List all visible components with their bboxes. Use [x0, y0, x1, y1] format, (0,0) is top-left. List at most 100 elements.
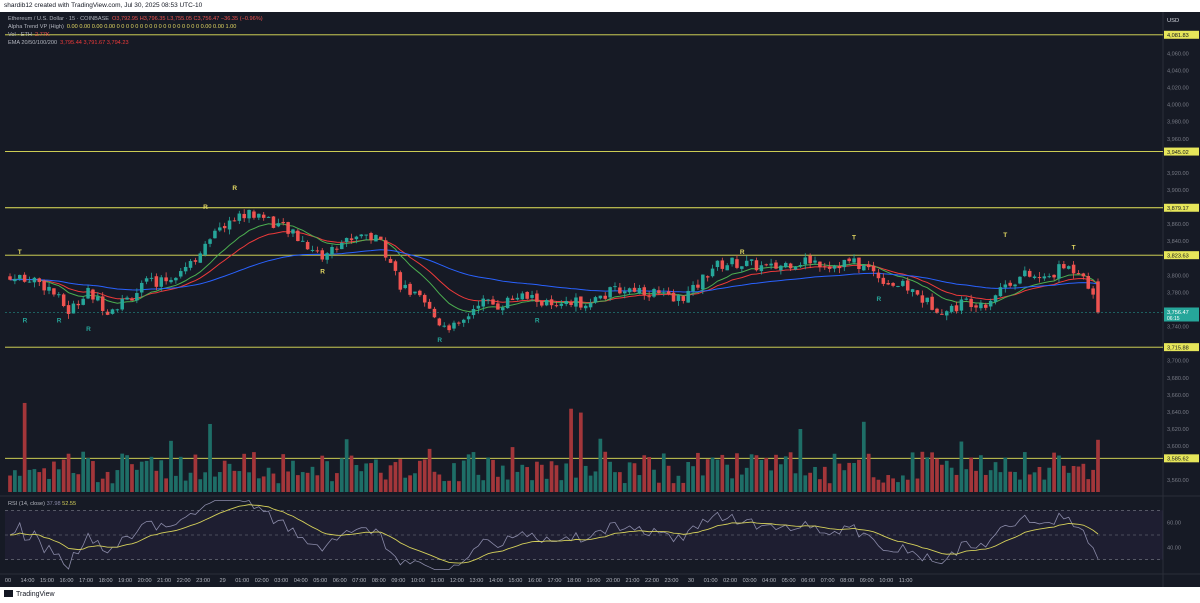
- volume-bar: [339, 458, 344, 492]
- volume-bar: [100, 478, 105, 492]
- volume-bar: [149, 456, 154, 492]
- candle-body: [813, 260, 817, 263]
- time-tick-label: 14:00: [489, 578, 503, 584]
- volume-bar: [105, 471, 110, 492]
- volume-bar: [198, 479, 203, 492]
- candle-body: [374, 234, 378, 242]
- tradingview-logo-icon: [4, 590, 13, 597]
- time-tick-label: 19:00: [118, 578, 132, 584]
- price-tick-label: 3,700.00: [1167, 359, 1189, 365]
- candle-body: [696, 284, 700, 288]
- level-label: 3,879.17: [1167, 206, 1189, 212]
- volume-bar: [247, 472, 251, 492]
- candle-body: [364, 234, 368, 236]
- candle-body: [901, 280, 905, 286]
- volume-bar: [120, 453, 125, 492]
- candle-body: [193, 260, 198, 262]
- volume-bar: [1008, 471, 1013, 492]
- level-label-box: [1164, 251, 1199, 260]
- volume-bar: [896, 482, 900, 492]
- candle-body: [208, 239, 212, 244]
- legend-ohlc: O3,792.95 H3,796.35 L3,755.05 C3,756.47 …: [112, 16, 263, 22]
- volume-bar: [666, 465, 671, 492]
- volume-bar: [515, 471, 520, 492]
- candle-body: [198, 253, 203, 263]
- volume-bar: [95, 482, 100, 492]
- volume-bar: [632, 463, 637, 492]
- candle-body: [1091, 288, 1095, 295]
- rsi-value-1: 37.98: [46, 501, 61, 507]
- time-tick-label: 06:00: [801, 578, 815, 584]
- candle-body: [403, 284, 407, 289]
- volume-bar: [335, 473, 339, 492]
- volume-bar: [66, 453, 71, 492]
- candle-body: [305, 242, 310, 250]
- volume-bar: [408, 475, 412, 492]
- volume-bar: [213, 476, 217, 492]
- volume-bar: [505, 479, 510, 492]
- volume-bar: [130, 464, 134, 492]
- ema-fast-line: [9, 223, 1099, 313]
- candle-body: [891, 283, 895, 286]
- volume-bar: [759, 459, 764, 492]
- candle-body: [725, 265, 729, 271]
- volume-bar: [676, 475, 681, 492]
- candle-body: [18, 274, 22, 279]
- candle-body: [910, 289, 915, 292]
- volume-bar: [61, 459, 66, 492]
- volume-bar: [886, 475, 891, 492]
- candle-body: [413, 291, 417, 294]
- signal-label: R: [23, 317, 28, 324]
- time-tick-label: 12:00: [450, 578, 464, 584]
- candle-body: [505, 297, 510, 309]
- candle-body: [603, 295, 607, 299]
- volume-bar: [1091, 469, 1095, 492]
- volume-bar: [900, 475, 905, 492]
- time-tick-label: 08:00: [372, 578, 386, 584]
- time-tick-label: 21:00: [157, 578, 171, 584]
- legend-volume-value: 2.77K: [34, 32, 50, 38]
- volume-bar: [637, 475, 642, 492]
- volume-bar: [13, 470, 17, 492]
- volume-bar: [457, 481, 461, 492]
- volume-bar: [22, 402, 27, 492]
- volume-bar: [344, 439, 349, 492]
- volume-bar: [300, 472, 305, 492]
- volume-bar: [496, 476, 500, 492]
- volume-bar: [569, 408, 573, 492]
- candle-body: [876, 272, 881, 279]
- volume-bar: [915, 478, 920, 492]
- candle-body: [1032, 276, 1037, 279]
- rsi-tick-label: 60.00: [1167, 521, 1181, 527]
- candle-body: [452, 322, 456, 329]
- volume-bar: [964, 469, 969, 492]
- volume-bar: [574, 477, 578, 492]
- rsi-label: RSI (14, close): [8, 501, 45, 507]
- volume-bar: [1052, 452, 1056, 492]
- trading-chart[interactable]: USD 4,060.00 4,040.00 4,020.00 4,000.00 3,980…: [0, 12, 1200, 587]
- volume-bar: [76, 474, 81, 492]
- volume-bar: [671, 483, 676, 492]
- candle-body: [671, 292, 676, 302]
- candle-body: [115, 309, 120, 311]
- candle-body: [662, 292, 666, 294]
- volume-bar: [1057, 455, 1061, 492]
- time-tick-label: 23:00: [665, 578, 679, 584]
- time-tick-label: 03:00: [274, 578, 288, 584]
- candle-body: [281, 221, 285, 223]
- price-tick-label: 3,560.00: [1167, 478, 1189, 484]
- volume-bar: [935, 458, 939, 492]
- candle-body: [1018, 276, 1022, 284]
- time-tick-label: 03:00: [743, 578, 757, 584]
- candle-body: [954, 305, 959, 312]
- candle-body: [130, 298, 134, 301]
- volume-bar: [969, 457, 974, 492]
- candle-body: [535, 293, 539, 302]
- volume-bar: [1022, 452, 1027, 492]
- price-tick-label: 3,620.00: [1167, 427, 1189, 433]
- price-tick-label: 3,740.00: [1167, 325, 1189, 331]
- candle-body: [520, 293, 525, 300]
- volume-bar: [593, 471, 598, 492]
- candle-body: [203, 243, 207, 256]
- volume-bar: [422, 459, 427, 492]
